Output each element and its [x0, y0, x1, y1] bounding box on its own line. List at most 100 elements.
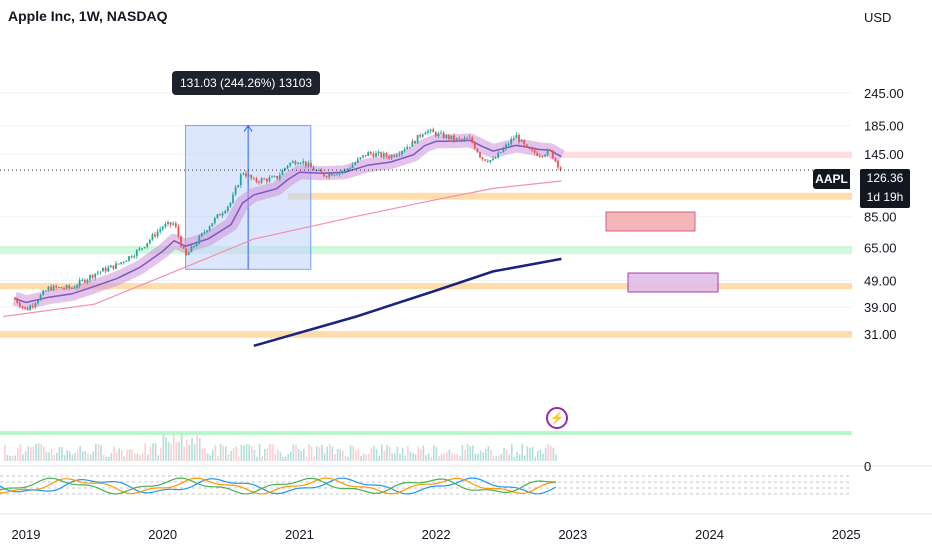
candle-body: [406, 146, 409, 150]
lightning-bolt-icon[interactable]: ⚡: [546, 407, 568, 429]
volume-bar: [336, 448, 339, 461]
candle-body: [403, 149, 406, 151]
candle-body: [195, 243, 198, 247]
volume-bar: [414, 454, 417, 461]
volume-bar: [305, 456, 308, 461]
volume-bar: [446, 452, 448, 461]
candle-body: [369, 151, 372, 154]
volume-bar: [128, 449, 131, 461]
candle-body: [315, 170, 318, 172]
volume-bar: [505, 449, 508, 461]
volume-bar: [370, 447, 373, 461]
volume-bar: [513, 456, 516, 461]
candle-body: [538, 155, 541, 157]
candle-body: [528, 147, 531, 150]
volume-bar: [469, 446, 471, 461]
volume-bar: [550, 445, 552, 461]
volume-bar: [516, 451, 518, 461]
volume-bar: [318, 447, 321, 461]
volume-bar: [401, 447, 404, 461]
volume-bar: [35, 443, 37, 461]
volume-bar: [199, 438, 201, 461]
candle-body: [42, 290, 45, 295]
volume-bar: [427, 453, 430, 461]
volume-bar: [84, 451, 87, 461]
candle-body: [193, 246, 195, 248]
candle-body: [55, 285, 58, 288]
volume-bar: [329, 443, 331, 461]
osc-line: [0, 477, 557, 495]
volume-bar: [152, 443, 154, 461]
volume-bar: [282, 456, 284, 461]
candle-body: [328, 173, 331, 177]
volume-bar: [347, 456, 349, 461]
volume-bar: [147, 454, 149, 461]
candle-body: [115, 263, 117, 269]
candle-body: [65, 285, 68, 289]
volume-bar: [214, 444, 217, 461]
x-tick-label: 2022: [422, 527, 451, 542]
candle-body: [476, 148, 479, 153]
measure-arrowhead: [243, 124, 253, 132]
candle-body: [523, 140, 526, 145]
candle-body: [63, 288, 65, 290]
candle-body: [182, 246, 185, 249]
volume-bar: [399, 453, 401, 461]
volume-bar: [534, 456, 536, 461]
volume-bar: [310, 446, 313, 461]
candle-body: [57, 287, 60, 289]
volume-bar: [58, 447, 61, 461]
candle-body: [281, 170, 284, 176]
volume-bar: [204, 448, 206, 461]
volume-bar: [232, 448, 235, 461]
x-tick-label: 2020: [148, 527, 177, 542]
volume-bar: [287, 454, 289, 461]
candle-body: [239, 174, 242, 186]
candle-body: [551, 150, 554, 159]
y-tick-label: 145.00: [864, 147, 904, 162]
volume-bar: [134, 453, 136, 461]
volume-bar: [271, 444, 274, 461]
volume-bar: [440, 454, 443, 461]
price-tag: 126.36 1d 19h: [860, 169, 910, 208]
candle-body: [359, 157, 362, 160]
candle-body: [50, 286, 52, 291]
candle-body: [198, 236, 201, 244]
volume-bar: [409, 451, 412, 461]
volume-bar: [102, 454, 105, 461]
candle-body: [107, 267, 110, 272]
volume-bar: [365, 454, 367, 461]
candle-body: [247, 174, 250, 177]
volume-bar: [131, 449, 133, 461]
candle-body: [408, 146, 411, 148]
volume-bar: [422, 445, 425, 461]
volume-bar: [105, 456, 107, 461]
candle-body: [512, 138, 515, 140]
candle-body: [333, 174, 336, 176]
volume-bar: [383, 450, 386, 461]
candle-body: [70, 287, 73, 289]
candle-body: [276, 176, 279, 179]
volume-bar: [492, 455, 495, 461]
volume-bar: [448, 449, 451, 461]
volume-bar: [4, 444, 6, 461]
candle-body: [354, 162, 357, 165]
volume-bar: [331, 446, 334, 461]
volume-bar: [191, 437, 193, 461]
candle-body: [341, 171, 344, 173]
volume-bar: [386, 445, 388, 461]
candle-body: [460, 139, 463, 141]
volume-bar: [22, 454, 24, 461]
volume-bar: [407, 446, 409, 461]
volume-bar: [165, 436, 167, 461]
candle-body: [185, 248, 188, 255]
volume-bar: [256, 456, 258, 461]
volume-bar: [225, 445, 227, 461]
volume-bar: [412, 453, 414, 461]
y-tick-label: 49.00: [864, 274, 897, 289]
last-price: 126.36: [866, 171, 904, 185]
candle-body: [250, 174, 253, 179]
ma-long: [253, 257, 562, 348]
volume-bar: [196, 433, 198, 461]
